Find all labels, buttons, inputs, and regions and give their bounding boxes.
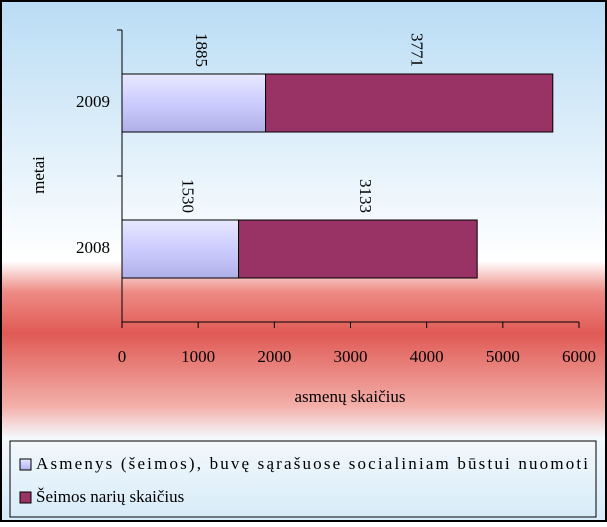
data-label: 3133 — [356, 179, 375, 213]
legend-swatch — [19, 458, 32, 471]
legend-swatch — [19, 491, 32, 504]
legend-box — [9, 440, 597, 518]
y-axis-label: metai — [29, 156, 48, 194]
bar-segment — [238, 219, 478, 279]
x-axis-label: asmenų skaičius — [295, 387, 406, 406]
bar-segment — [121, 73, 267, 133]
y-tick-label: 2009 — [76, 92, 110, 111]
data-label: 3771 — [407, 33, 426, 67]
x-tick-label: 6000 — [562, 347, 596, 366]
legend-label: Šeimos narių skaičius — [36, 487, 184, 506]
x-tick-label: 1000 — [181, 347, 215, 366]
x-tick-label: 3000 — [334, 347, 368, 366]
x-tick-label: 4000 — [410, 347, 444, 366]
x-tick-label: 0 — [118, 347, 127, 366]
y-tick-label: 2008 — [76, 238, 110, 257]
data-label: 1530 — [178, 179, 197, 213]
bar-segment — [265, 73, 554, 133]
data-label: 1885 — [192, 33, 211, 67]
x-tick-label: 5000 — [486, 347, 520, 366]
x-tick-label: 2000 — [257, 347, 291, 366]
bar-segment — [121, 219, 240, 279]
